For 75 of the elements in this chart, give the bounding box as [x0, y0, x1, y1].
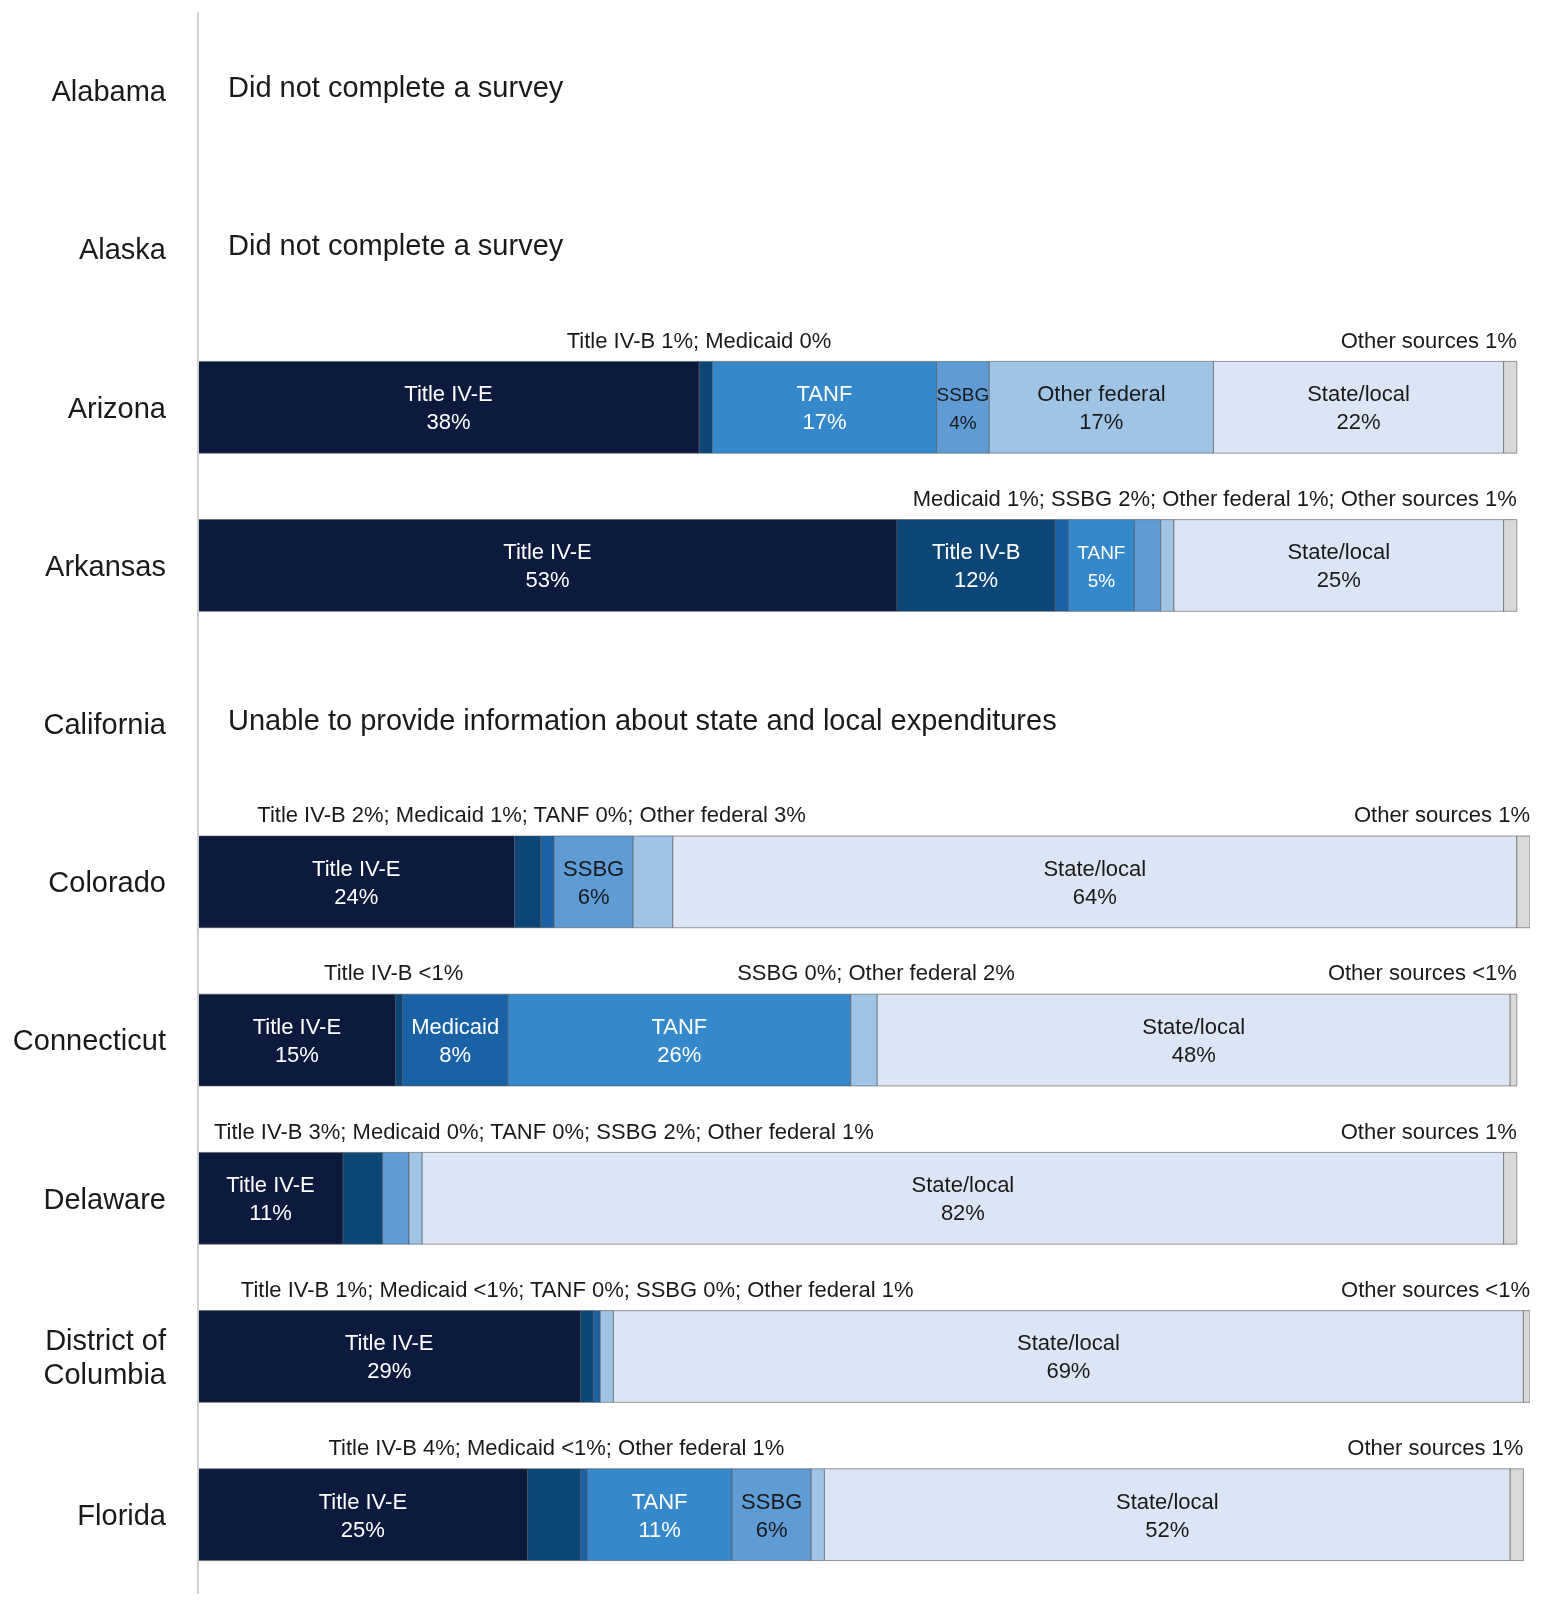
data-label: 69%	[1046, 1358, 1091, 1384]
annotation: Other sources 1%	[1340, 1118, 1517, 1145]
text: Title IV-E	[312, 855, 401, 881]
y-tick-label: Alabama	[51, 75, 167, 108]
annotation: Other sources 1%	[1347, 1435, 1524, 1462]
data-label: 4%	[949, 412, 977, 434]
text: State/local	[1287, 539, 1391, 565]
text: State/local	[1043, 855, 1147, 881]
series-label: Other federal	[1037, 381, 1166, 407]
series-label: TANF	[1077, 542, 1126, 564]
data-label: 6%	[755, 1516, 788, 1542]
text: Title IV-E	[318, 1488, 408, 1514]
annotation: Title IV-B 3%; Medicaid 0%; TANF 0%; SSBG 2%; Other federal 1%	[214, 1118, 874, 1145]
text: Title IV-E	[345, 1330, 434, 1356]
data-label: 24%	[334, 883, 379, 909]
data-label: 25%	[340, 1516, 385, 1542]
y-tick-label: Arkansas	[45, 549, 166, 582]
series-label: Medicaid	[411, 1014, 500, 1040]
text: TANF	[651, 1014, 708, 1040]
y-tick-label: Alaska	[78, 233, 167, 266]
y-tick-label: Florida	[77, 1498, 167, 1531]
text: Title IV-E	[503, 539, 592, 565]
y-tick-label: District of Columbia	[43, 1323, 167, 1390]
data-label: 15%	[274, 1042, 319, 1068]
text: TANF	[631, 1488, 688, 1514]
data-label: 17%	[802, 409, 847, 435]
data-label: 53%	[525, 567, 570, 593]
annotation: Title IV-B 2%; Medicaid 1%; TANF 0%; Other federal 3%	[257, 802, 806, 829]
annotation: Title IV-B 1%; Medicaid 0%	[566, 327, 832, 354]
annotation: Did not complete a survey	[228, 229, 564, 263]
data-label: 52%	[1145, 1516, 1190, 1542]
text: State/local	[1307, 381, 1410, 407]
annotation: Unable to provide information about state and local expenditures	[228, 703, 1057, 737]
data-label: 29%	[367, 1358, 412, 1384]
data-label: 26%	[657, 1042, 702, 1068]
data-label: 5%	[1087, 570, 1116, 592]
series-label: Title IV-E	[226, 1172, 315, 1198]
y-tick-label: Delaware	[43, 1182, 166, 1215]
data-label: 12%	[954, 567, 999, 593]
annotation: Other sources 1%	[1353, 802, 1530, 829]
series-label: SSBG	[936, 384, 990, 406]
data-label: 11%	[249, 1200, 292, 1226]
annotation: Medicaid 1%; SSBG 2%; Other federal 1%; Other sources 1%	[912, 485, 1517, 512]
data-label: 6%	[577, 883, 610, 909]
data-label: 22%	[1336, 409, 1381, 435]
annotation: Other sources <1%	[1327, 960, 1517, 987]
text: Title IV-E	[404, 381, 493, 407]
data-label: 25%	[1316, 567, 1361, 593]
annotation: Title IV-B 4%; Medicaid <1%; Other federal 1%	[328, 1435, 785, 1462]
y-tick-label: Connecticut	[12, 1024, 166, 1057]
series-label: State/local	[911, 1172, 1015, 1198]
data-label: 38%	[426, 409, 471, 435]
annotation: Title IV-B <1%	[324, 960, 464, 987]
data-label: 82%	[940, 1200, 985, 1226]
data-label: 64%	[1072, 883, 1117, 909]
annotation: Other sources <1%	[1341, 1276, 1530, 1303]
annotation: SSBG 0%; Other federal 2%	[737, 960, 1015, 987]
data-label: 11%	[638, 1516, 681, 1542]
annotation: Other sources 1%	[1340, 327, 1517, 354]
series-label: Title IV-B	[931, 539, 1021, 565]
annotation: Title IV-B 1%; Medicaid <1%; TANF 0%; SSBG 0%; Other federal 1%	[240, 1276, 914, 1303]
annotation: Did not complete a survey	[228, 71, 564, 105]
text: TANF	[796, 381, 853, 407]
y-tick-label: California	[43, 707, 167, 740]
y-tick-label: Colorado	[48, 866, 166, 899]
text: SSBG	[563, 855, 625, 881]
data-label: 17%	[1079, 409, 1124, 435]
text: State/local	[1115, 1488, 1219, 1514]
text: State/local	[1017, 1330, 1120, 1356]
y-tick-label: Arizona	[67, 391, 167, 424]
data-label: 48%	[1171, 1042, 1216, 1068]
text: SSBG	[741, 1488, 803, 1514]
text: Title IV-E	[252, 1014, 342, 1040]
text: State/local	[1142, 1014, 1246, 1040]
data-label: 8%	[439, 1042, 472, 1068]
